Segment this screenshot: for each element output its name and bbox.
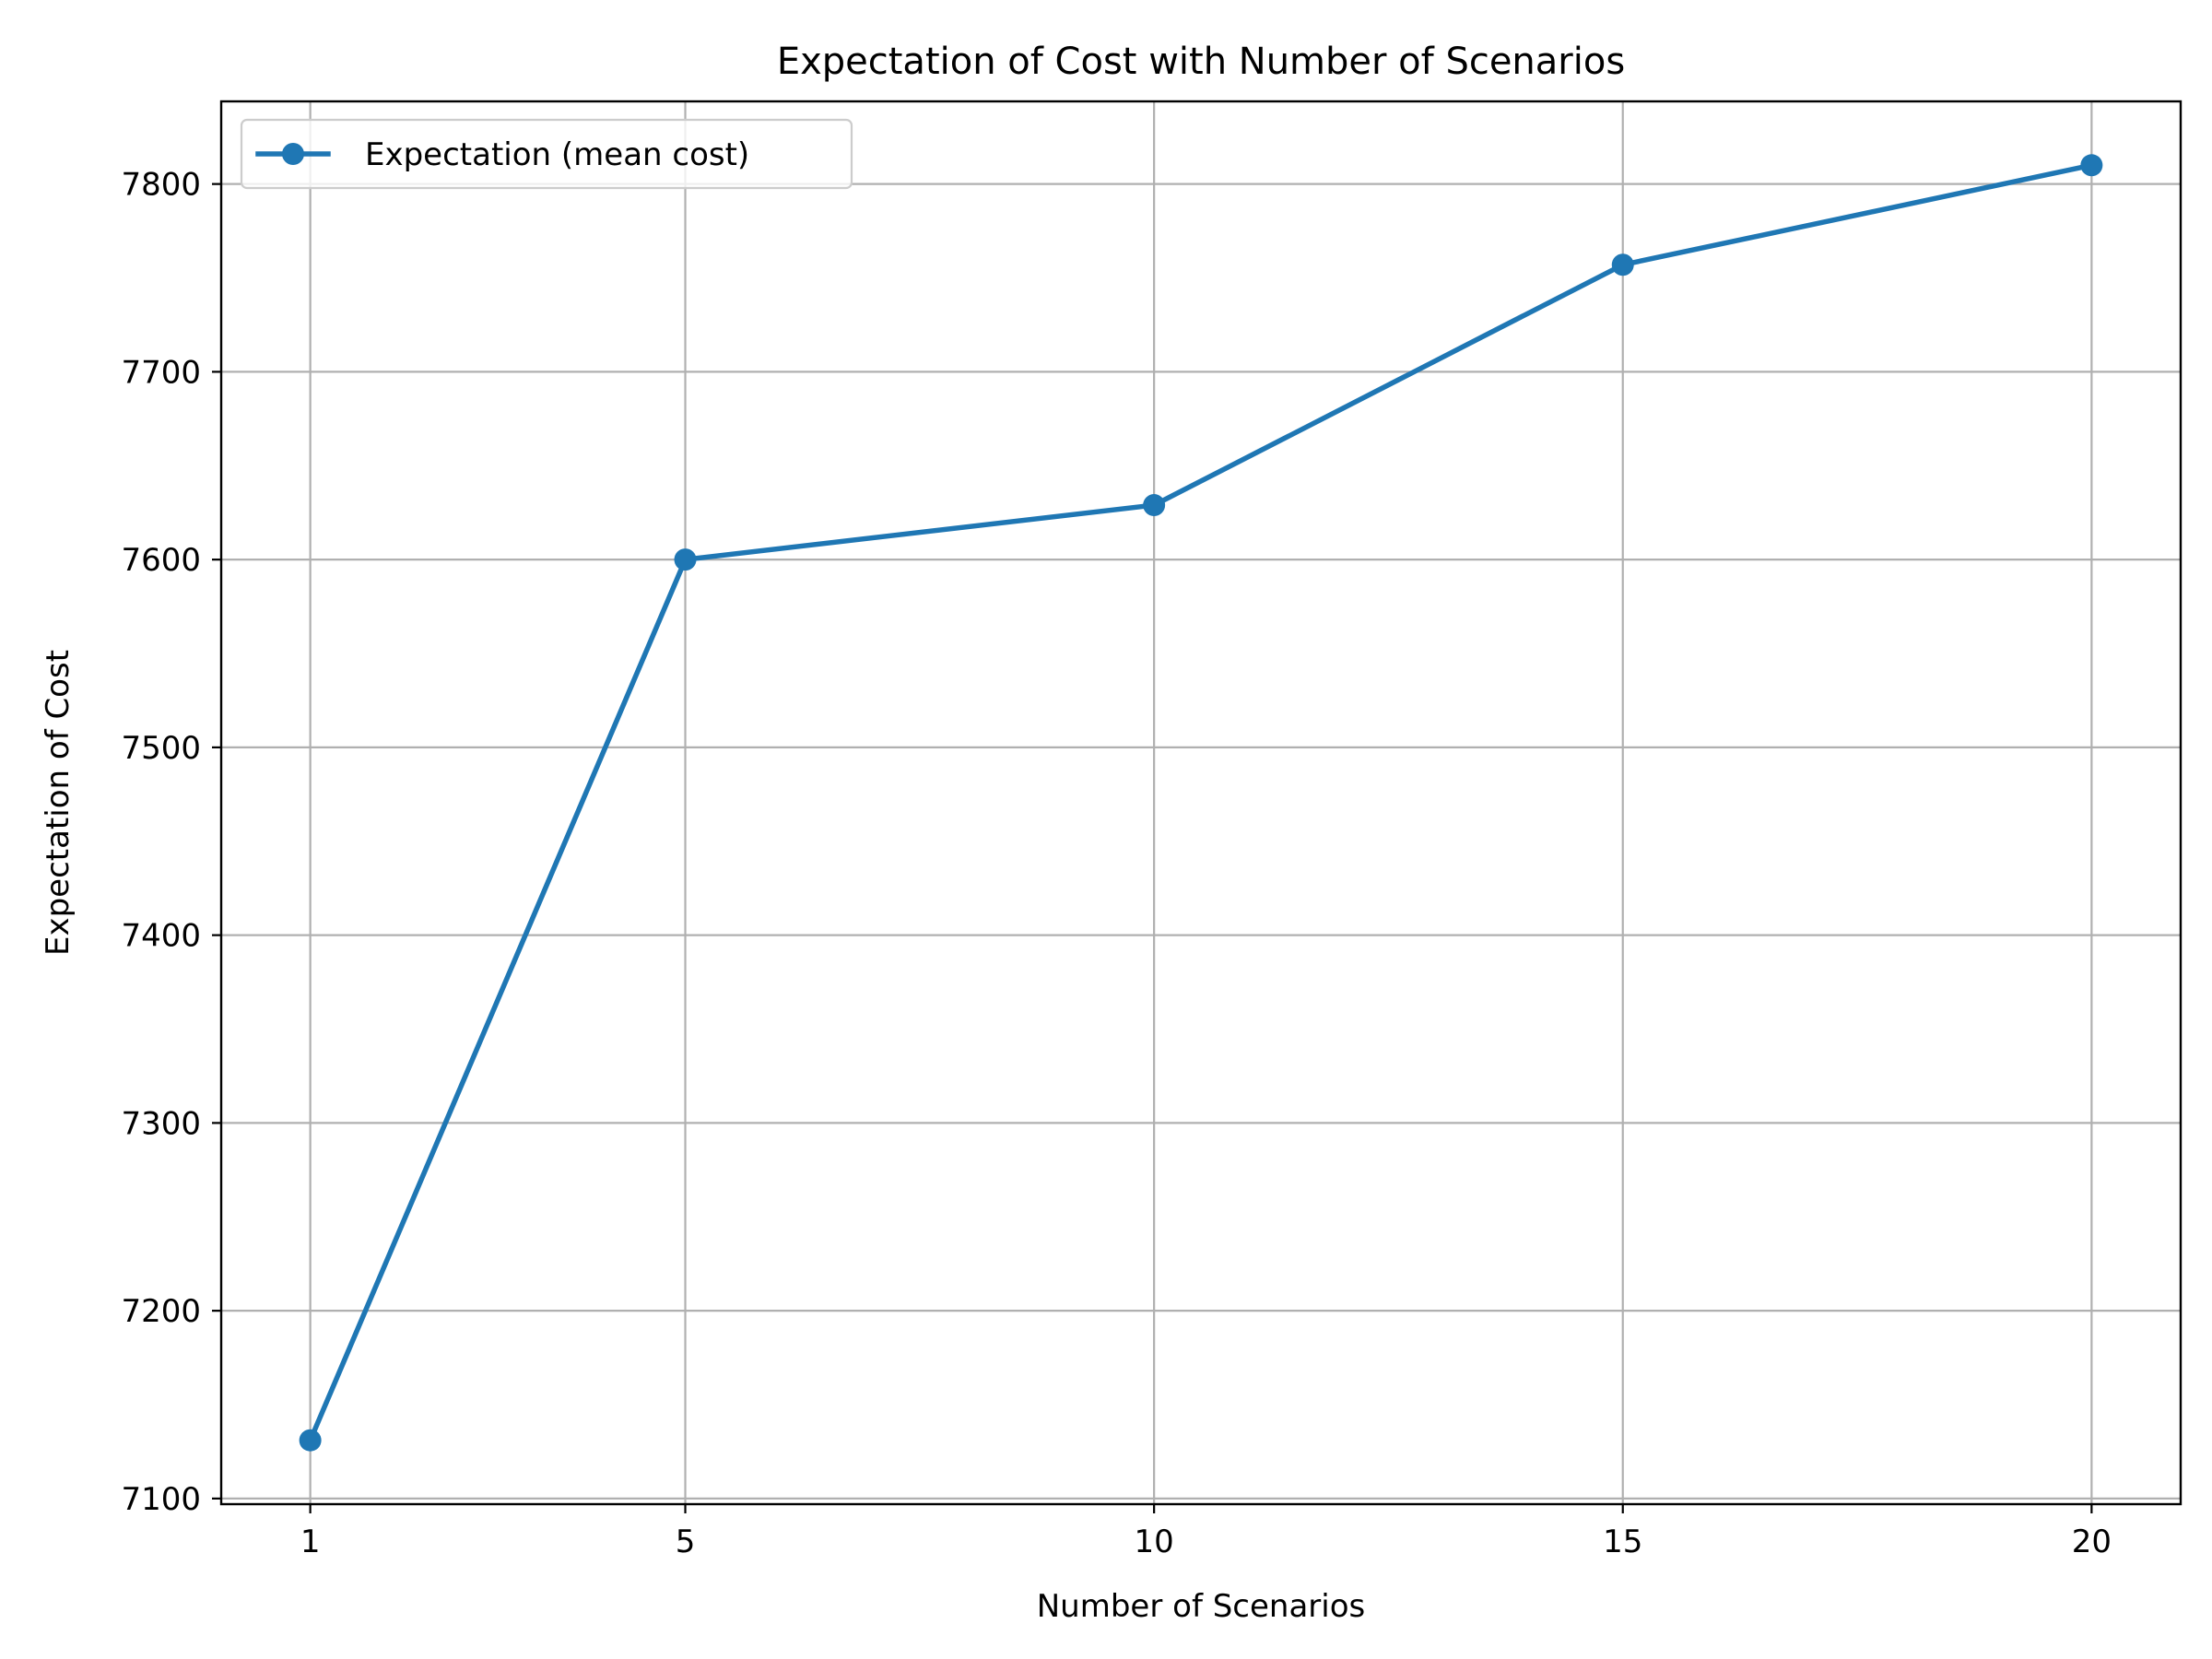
y-tick-label: 7600 <box>121 542 201 579</box>
x-tick-label: 1 <box>300 1524 321 1560</box>
data-point <box>674 548 697 571</box>
legend: Expectation (mean cost) <box>240 118 853 190</box>
chart-title: Expectation of Cost with Number of Scena… <box>777 41 1625 83</box>
x-axis-label: Number of Scenarios <box>1037 1588 1366 1625</box>
y-tick-label: 7100 <box>121 1481 201 1518</box>
y-axis-label: Expectation of Cost <box>40 650 76 956</box>
legend-marker-swatch <box>282 143 304 165</box>
y-tick-label: 7700 <box>121 354 201 391</box>
data-point <box>299 1429 322 1452</box>
data-point <box>1611 253 1634 276</box>
y-tick-label: 7500 <box>121 730 201 767</box>
data-point <box>2080 154 2103 177</box>
x-tick-label: 5 <box>676 1524 696 1560</box>
plot-area-frame <box>219 100 2183 1506</box>
y-tick-label: 7800 <box>121 167 201 204</box>
y-tick-label: 7300 <box>121 1105 201 1142</box>
y-tick-label: 7200 <box>121 1293 201 1330</box>
y-tick-label: 7400 <box>121 918 201 955</box>
series-group <box>299 154 2103 1452</box>
x-tick-label: 10 <box>1135 1524 1174 1560</box>
gridlines <box>221 101 2181 1504</box>
legend-box <box>240 118 853 190</box>
x-tick-label: 20 <box>2072 1524 2112 1560</box>
x-axis: 1 5 10 15 20 <box>300 1504 2112 1560</box>
data-point <box>1143 494 1166 517</box>
legend-label: Expectation (mean cost) <box>365 136 749 173</box>
y-axis: 7100 7200 7300 7400 7500 7600 7700 7800 <box>121 167 221 1518</box>
x-tick-label: 15 <box>1603 1524 1642 1560</box>
